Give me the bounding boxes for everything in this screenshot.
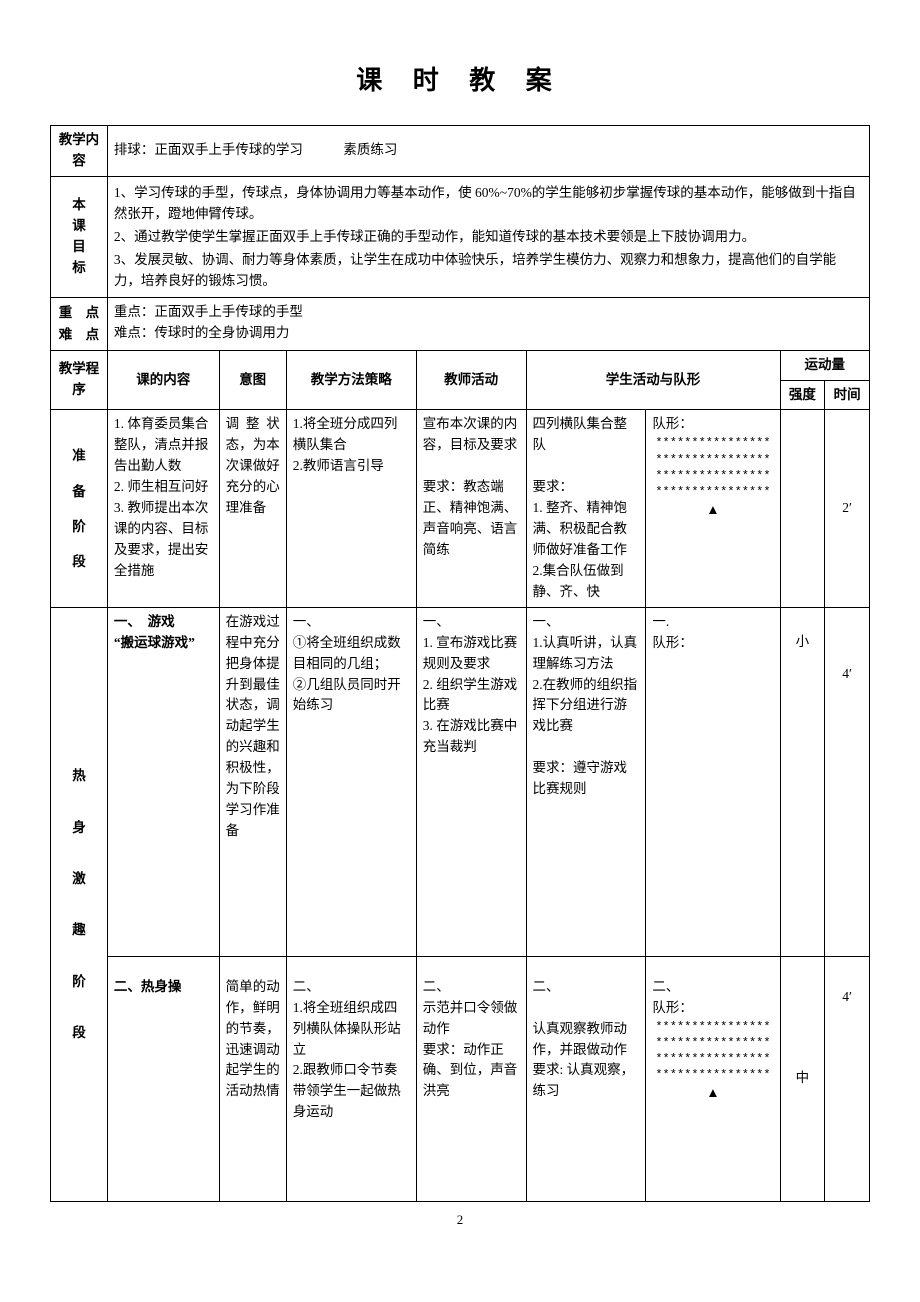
goal-1: 1、学习传球的手型，传球点，身体协调用力等基本动作，使 60%~70%的学生能够…: [114, 183, 863, 225]
row-teaching-content: 教学内容 排球：正面双手上手传球的学习 素质练习: [51, 126, 870, 177]
stage2r1-student-a: 一、 1.认真听讲，认真理解练习方法 2.在教师的组织指挥下分组进行游戏比赛 要…: [526, 607, 646, 956]
hdr-intensity: 强度: [780, 380, 825, 410]
stage2r2-formation-label: 二、 队形：: [652, 977, 773, 1019]
stage1-intent: 调整状态，为本次课做好充分的心理准备: [219, 410, 286, 607]
hdr-intent: 意图: [219, 350, 286, 410]
hdr-student: 学生活动与队形: [526, 350, 780, 410]
stage2r2-intent: 简单的动作，鲜明的节奏，迅速调动起学生的活动热情: [219, 956, 286, 1201]
key-point: 重点：正面双手上手传球的手型: [114, 302, 863, 323]
stage2r2-content: 二、热身操: [107, 956, 219, 1201]
stage2r1-content-title: 一、 游戏: [114, 612, 213, 633]
lesson-plan-table: 教学内容 排球：正面双手上手传球的学习 素质练习 本课目标 1、学习传球的手型，…: [50, 125, 870, 1202]
goal-2: 2、通过教学使学生掌握正面双手上手传球正确的手型动作，能知道传球的基本技术要领是…: [114, 227, 863, 248]
stage2r2-intensity: 中: [780, 956, 825, 1201]
stage1-strategy: 1.将全班分成四列横队集合 2.教师语言引导: [286, 410, 416, 607]
stage1-formation-marker: ▲: [652, 500, 773, 521]
cell-keydiff: 重点：正面双手上手传球的手型 难点：传球时的全身协调用力: [107, 298, 869, 350]
stage2r2-formation: 二、 队形： **************** ****************…: [646, 956, 780, 1201]
hdr-load: 运动量: [780, 350, 869, 380]
row-goals: 本课目标 1、学习传球的手型，传球点，身体协调用力等基本动作，使 60%~70%…: [51, 176, 870, 298]
label-goals: 本课目标: [51, 176, 108, 298]
stage1-time: 2′: [825, 410, 870, 607]
hdr-procedure: 教学程序: [51, 350, 108, 410]
diff-point: 难点：传球时的全身协调用力: [114, 323, 863, 344]
label-teaching-content: 教学内容: [51, 126, 108, 177]
cell-goals: 1、学习传球的手型，传球点，身体协调用力等基本动作，使 60%~70%的学生能够…: [107, 176, 869, 298]
hdr-time: 时间: [825, 380, 870, 410]
stage2-label: 热身激趣阶段: [51, 607, 108, 1201]
cell-teaching-content: 排球：正面双手上手传球的学习 素质练习: [107, 126, 869, 177]
stage2r1-strategy: 一、 ①将全班组织成数目相同的几组； ②几组队员同时开始练习: [286, 607, 416, 956]
stage2r2-student-a: 二、 认真观察教师动作，并跟做动作 要求: 认真观察，练习: [526, 956, 646, 1201]
stage2r1-teacher: 一、 1. 宣布游戏比赛规则及要求 2. 组织学生游戏比赛 3. 在游戏比赛中充…: [416, 607, 526, 956]
hdr-content: 课的内容: [107, 350, 219, 410]
stage2r1-intent: 在游戏过程中充分把身体提升到最佳状态，调动起学生的兴趣和积极性，为下阶段学习作准…: [219, 607, 286, 956]
stage2r1-formation: 一. 队形：: [646, 607, 780, 956]
row-keydiff: 重 点难 点 重点：正面双手上手传球的手型 难点：传球时的全身协调用力: [51, 298, 870, 350]
stage2r2-time: 4′: [825, 956, 870, 1201]
stage2r1-content: 一、 游戏 “搬运球游戏”: [107, 607, 219, 956]
stage2r2-content-title: 二、热身操: [114, 977, 213, 998]
stage2r2-teacher: 二、 示范并口令领做动作 要求：动作正确、到位，声音洪亮: [416, 956, 526, 1201]
label-keydiff: 重 点难 点: [51, 298, 108, 350]
goal-3: 3、发展灵敏、协调、耐力等身体素质，让学生在成功中体验快乐，培养学生模仿力、观察…: [114, 250, 863, 292]
stage1-formation: 队形： **************** **************** **…: [646, 410, 780, 607]
page-title: 课 时 教 案: [50, 60, 870, 97]
row-stage-warmup-1: 热身激趣阶段 一、 游戏 “搬运球游戏” 在游戏过程中充分把身体提升到最佳状态，…: [51, 607, 870, 956]
stage2r1-time: 4′: [825, 607, 870, 956]
stage1-label: 准备阶段: [51, 410, 108, 607]
stage1-teacher: 宣布本次课的内容，目标及要求 要求：教态端正、精神饱满、声音响亮、语言简练: [416, 410, 526, 607]
row-stage-prepare: 准备阶段 1. 体育委员集合整队，清点并报告出勤人数 2. 师生相互问好 3. …: [51, 410, 870, 607]
hdr-teacher: 教师活动: [416, 350, 526, 410]
row-header-1: 教学程序 课的内容 意图 教学方法策略 教师活动 学生活动与队形 运动量: [51, 350, 870, 380]
stage1-intensity: [780, 410, 825, 607]
row-stage-warmup-2: 二、热身操 简单的动作，鲜明的节奏，迅速调动起学生的活动热情 二、 1.将全班组…: [51, 956, 870, 1201]
stage2r2-formation-marker: ▲: [652, 1083, 773, 1104]
page-number: 2: [50, 1212, 870, 1228]
hdr-strategy: 教学方法策略: [286, 350, 416, 410]
stage1-student-a: 四列横队集合整队 要求： 1. 整齐、精神饱满、积极配合教师做好准备工作 2.集…: [526, 410, 646, 607]
stage2r1-content-sub: “搬运球游戏”: [114, 633, 213, 654]
stage2r2-strategy: 二、 1.将全班组织成四列横队体操队形站立 2.跟教师口令节奏带领学生一起做热身…: [286, 956, 416, 1201]
stage1-formation-label: 队形：: [652, 414, 773, 435]
stage1-content: 1. 体育委员集合整队，清点并报告出勤人数 2. 师生相互问好 3. 教师提出本…: [107, 410, 219, 607]
page-container: 课 时 教 案 教学内容 排球：正面双手上手传球的学习 素质练习 本课目标 1、…: [50, 60, 870, 1228]
stage2r2-formation-rows: **************** **************** ******…: [652, 1019, 773, 1084]
stage1-formation-rows: **************** **************** ******…: [652, 435, 773, 500]
stage2r1-intensity: 小: [780, 607, 825, 956]
